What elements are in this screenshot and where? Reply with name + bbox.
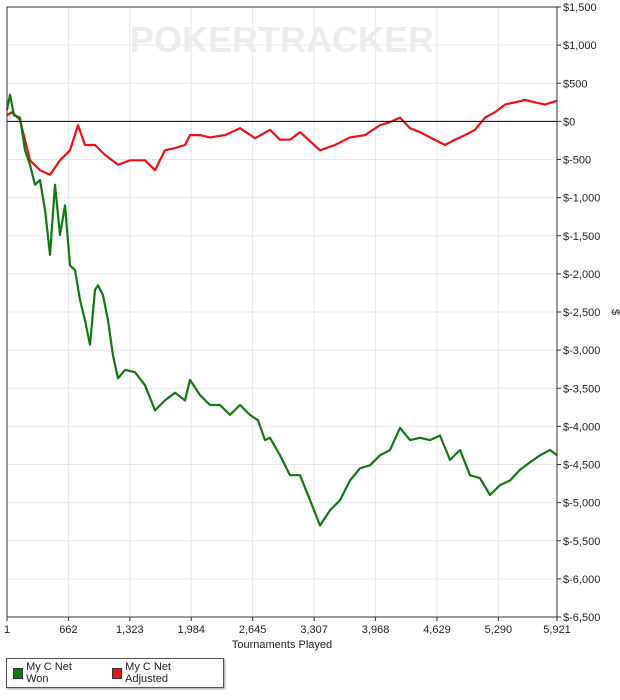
- legend-label-net-won: My C Net Won: [26, 661, 72, 685]
- legend-item-net-adjusted[interactable]: My C Net Adjusted: [112, 661, 207, 685]
- y-tick-label: $-2,500: [563, 307, 600, 319]
- series-line-my-c-net-adjusted: [6, 98, 558, 176]
- y-tick-label: $-3,000: [563, 345, 600, 357]
- y-tick-label: $-2,000: [563, 269, 600, 281]
- y-tick-label: $-3,500: [563, 383, 600, 395]
- x-tick-label: 4,629: [423, 624, 451, 636]
- x-tick-label: 5,290: [485, 624, 513, 636]
- x-tick-label: 1: [4, 624, 10, 636]
- series-lines: [5, 93, 558, 527]
- y-tick-label: $0: [563, 116, 575, 128]
- series-line-my-c-net-won: [5, 93, 558, 527]
- y-tick-label: $-5,500: [563, 536, 600, 548]
- x-tick-label: 1,984: [177, 624, 205, 636]
- y-tick-label: $-6,000: [563, 574, 600, 586]
- y-tick-label: $-1,000: [563, 193, 600, 205]
- y-tick-label: $-4,000: [563, 421, 600, 433]
- legend-swatch-net-adjusted: [112, 667, 123, 679]
- x-tick-label: 662: [59, 624, 77, 636]
- y-tick-label: $-6,500: [563, 612, 600, 624]
- y-tick-label: $-1,500: [563, 231, 600, 243]
- y-axis-label: $: [609, 309, 620, 315]
- y-tick-label: $500: [563, 78, 587, 90]
- x-tick-label: 5,921: [543, 624, 571, 636]
- y-tick-label: $-4,500: [563, 460, 600, 472]
- y-tick-label: $1,500: [563, 2, 597, 14]
- x-axis-ticks: 1 662 1,323 1,984 2,645 3,307 3,968 4,629 5,290 5…: [4, 617, 571, 636]
- legend-item-net-won[interactable]: My C Net Won: [13, 661, 90, 685]
- y-tick-label: $1,000: [563, 40, 597, 52]
- legend-label-net-adjusted: My C Net Adjusted: [125, 661, 171, 685]
- legend: My C Net Won My C Net Adjusted: [6, 658, 224, 688]
- x-tick-label: 1,323: [116, 624, 144, 636]
- watermark: POKERTRACKER: [130, 19, 434, 60]
- y-tick-label: $-5,000: [563, 498, 600, 510]
- x-axis-label: Tournaments Played: [232, 639, 332, 651]
- y-axis-ticks: $1,500 $1,000 $500 $0 $-500 $-1,000 $-1,500 $-2…: [557, 2, 600, 624]
- x-tick-label: 3,307: [300, 624, 328, 636]
- grid: [6, 6, 558, 618]
- x-tick-label: 2,645: [239, 624, 267, 636]
- y-tick-label: $-500: [563, 155, 591, 167]
- x-tick-label: 3,968: [362, 624, 390, 636]
- legend-swatch-net-won: [13, 667, 24, 679]
